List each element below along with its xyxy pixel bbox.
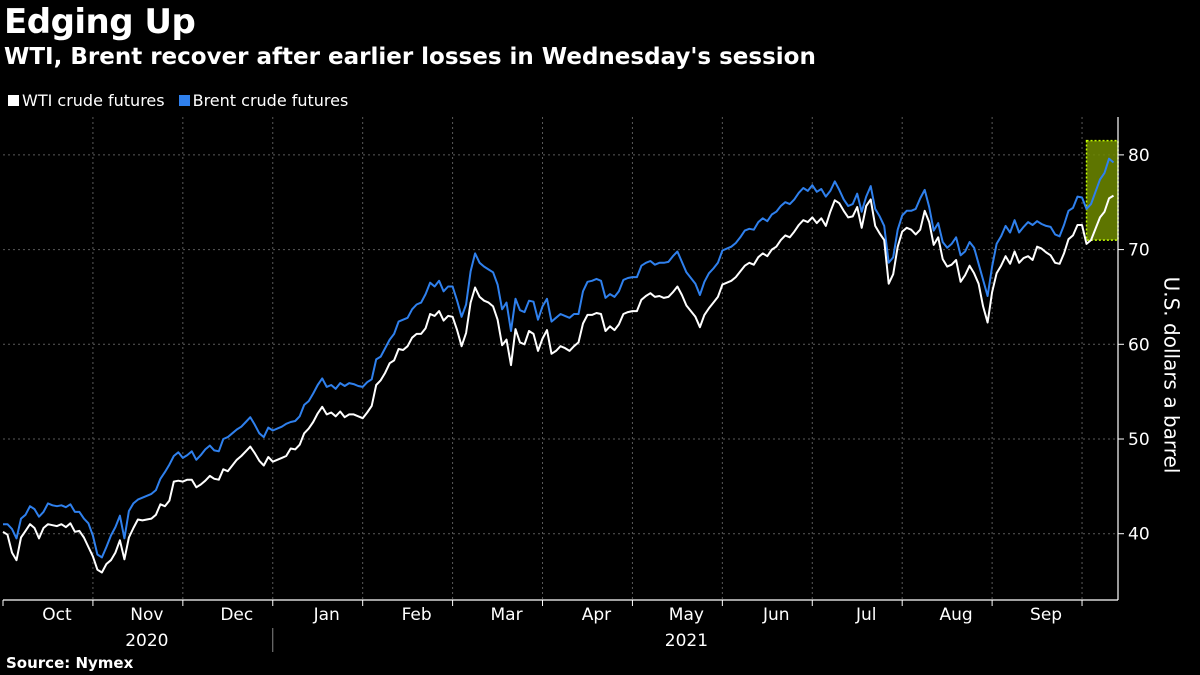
chart-title: Edging Up [4,2,196,42]
gridlines [3,117,1118,600]
x-tick-label: Nov [130,605,163,625]
x-tick-label: Mar [491,605,523,625]
x-tick-label: May [669,605,704,625]
x-tick-label: Dec [220,605,253,625]
legend: WTI crude futures Brent crude futures [8,91,348,110]
y-axis-label: U.S. dollars a barrel [1160,277,1184,474]
legend-item-brent: Brent crude futures [178,91,349,110]
legend-item-wti: WTI crude futures [8,91,165,110]
axes: 40 50 60 70 80 Oct Nov Dec Jan Feb Mar Apr May Jun Jul… [2,117,1150,652]
y-tick-label: 60 [1128,335,1150,355]
y-tick-label: 40 [1128,525,1150,545]
x-year-label: 2020 [125,631,168,651]
legend-label-wti: WTI crude futures [22,91,165,110]
x-tick-label: Jan [313,605,340,625]
x-tick-label: Jul [855,605,877,625]
brent-line [3,157,1115,559]
x-tick-label: Aug [940,605,973,625]
x-tick-label: Sep [1030,605,1062,625]
y-tick-label: 50 [1128,430,1150,450]
highlight-layer [1085,139,1119,241]
x-tick-label: Oct [42,605,72,625]
legend-label-brent: Brent crude futures [192,91,349,110]
x-tick-label: Jun [762,605,790,625]
source-note: Source: Nymex [6,654,134,672]
chart-subtitle: WTI, Brent recover after earlier losses … [4,44,816,70]
x-tick-label: Apr [582,605,611,625]
y-tick-label: 80 [1128,146,1150,166]
legend-swatch-wti [8,95,19,106]
wti-line [2,194,1115,574]
x-tick-label: Feb [402,605,432,625]
x-year-label: 2021 [665,631,708,651]
legend-swatch-brent [178,95,190,106]
y-tick-label: 70 [1128,241,1150,261]
series-lines [2,157,1115,574]
highlight-box [1085,139,1119,241]
